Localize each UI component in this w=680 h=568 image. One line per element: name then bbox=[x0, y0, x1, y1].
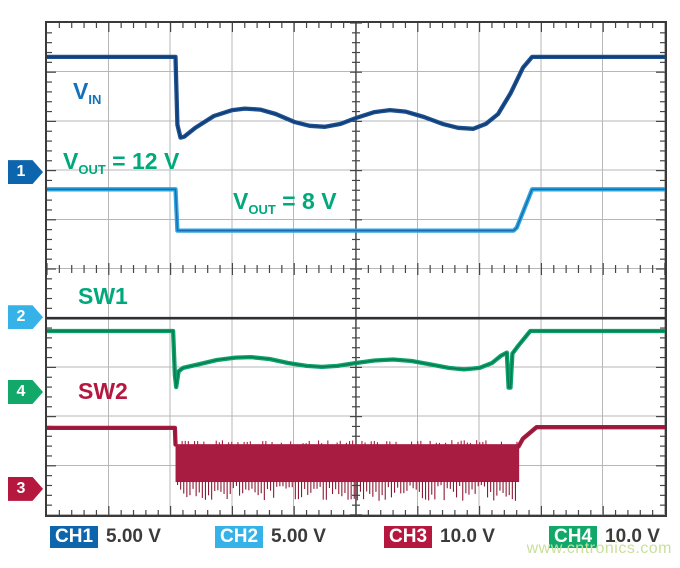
waveform-label-vin: VIN bbox=[73, 78, 102, 108]
waveform-label-vout-12v: VOUT = 12 V bbox=[63, 148, 180, 178]
legend-item-ch3: CH3 10.0 V bbox=[384, 526, 495, 548]
label-part-sub: OUT bbox=[78, 162, 106, 177]
legend-ch4-value: 10.0 V bbox=[605, 526, 660, 547]
waveform-label-vout-8v: VOUT = 8 V bbox=[233, 188, 337, 218]
legend-ch3-badge: CH3 bbox=[384, 526, 433, 548]
label-part-main: V bbox=[233, 188, 249, 214]
channel-marker-label: 1 bbox=[16, 163, 26, 181]
label-part-main: SW2 bbox=[78, 378, 128, 404]
channel-marker-ch3: 3 bbox=[8, 476, 43, 501]
label-part-main: V bbox=[73, 78, 89, 104]
waveform-label-sw1: SW1 bbox=[78, 285, 128, 308]
label-part-rest: = 8 V bbox=[275, 188, 337, 214]
label-part-sub: OUT bbox=[248, 202, 276, 217]
channel-marker-label: 2 bbox=[16, 308, 26, 326]
legend-ch1-badge: CH1 bbox=[50, 526, 99, 548]
waveform-label-sw2: SW2 bbox=[78, 380, 128, 403]
channel-marker-ch4: 4 bbox=[8, 380, 43, 404]
legend-ch4-badge: CH4 bbox=[549, 526, 598, 548]
legend-item-ch2: CH2 5.00 V bbox=[215, 526, 326, 548]
label-part-sub: IN bbox=[88, 92, 102, 107]
legend-item-ch1: CH1 5.00 V bbox=[50, 526, 161, 548]
channel-legend: CH1 5.00 V CH2 5.00 V CH3 10.0 V CH4 10.0 V bbox=[0, 526, 680, 550]
scope-graticule: VIN VOUT = 12 V VOUT = 8 V SW1 SW2 bbox=[45, 21, 667, 517]
label-part-main: V bbox=[63, 148, 79, 174]
label-part-main: SW1 bbox=[78, 283, 128, 309]
channel-marker-ch2: 2 bbox=[8, 305, 43, 330]
legend-ch2-badge: CH2 bbox=[215, 526, 264, 548]
channel-marker-label: 4 bbox=[16, 383, 26, 400]
legend-ch1-value: 5.00 V bbox=[106, 526, 161, 547]
label-part-rest: = 12 V bbox=[105, 148, 180, 174]
channel-marker-label: 3 bbox=[16, 479, 26, 497]
legend-ch3-value: 10.0 V bbox=[440, 526, 495, 547]
watermark-text: www.cntronics.com bbox=[526, 540, 672, 557]
waveform-canvas bbox=[47, 23, 665, 515]
channel-marker-ch1: 1 bbox=[8, 160, 43, 185]
legend-ch2-value: 5.00 V bbox=[271, 526, 326, 547]
legend-item-ch4: CH4 10.0 V bbox=[549, 526, 660, 548]
